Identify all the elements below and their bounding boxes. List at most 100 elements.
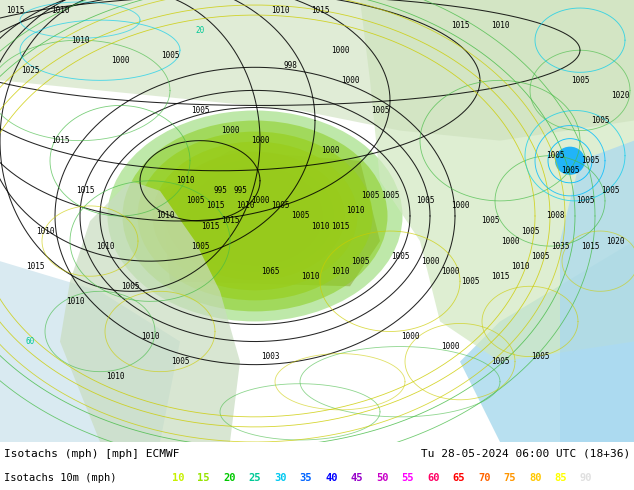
Text: 25: 25 xyxy=(249,473,261,483)
Text: 1005: 1005 xyxy=(491,357,509,366)
Text: 1005: 1005 xyxy=(186,196,204,205)
Text: 1005: 1005 xyxy=(191,242,209,250)
Text: 1010: 1010 xyxy=(141,332,159,341)
Text: 1005: 1005 xyxy=(521,226,540,236)
Text: 1035: 1035 xyxy=(551,242,569,250)
Text: 1005: 1005 xyxy=(191,106,209,115)
Text: 75: 75 xyxy=(503,473,516,483)
Text: 1020: 1020 xyxy=(605,237,624,245)
Text: 1015: 1015 xyxy=(75,186,94,196)
Text: 1015: 1015 xyxy=(491,272,509,281)
Text: 1005: 1005 xyxy=(171,357,190,366)
Text: 1010: 1010 xyxy=(511,262,529,270)
Text: 90: 90 xyxy=(580,473,593,483)
Text: 1065: 1065 xyxy=(261,267,279,276)
Text: Isotachs (mph) [mph] ECMWF: Isotachs (mph) [mph] ECMWF xyxy=(4,449,179,459)
Text: 1015: 1015 xyxy=(51,136,69,145)
Ellipse shape xyxy=(108,111,403,321)
Text: 1015: 1015 xyxy=(331,221,349,230)
Text: 1005: 1005 xyxy=(581,156,599,165)
Text: 1015: 1015 xyxy=(311,5,329,15)
Text: 1010: 1010 xyxy=(106,372,124,381)
Text: 995: 995 xyxy=(233,186,247,196)
Text: 85: 85 xyxy=(555,473,567,483)
Text: 1010: 1010 xyxy=(491,21,509,29)
Text: 1000: 1000 xyxy=(451,201,469,210)
Text: 60: 60 xyxy=(25,337,35,346)
Text: 1000: 1000 xyxy=(111,56,129,65)
Text: 1000: 1000 xyxy=(340,76,359,85)
Text: 1005: 1005 xyxy=(371,106,389,115)
Text: 1010: 1010 xyxy=(236,201,254,210)
Text: 55: 55 xyxy=(401,473,414,483)
Text: 45: 45 xyxy=(351,473,363,483)
Text: 1000: 1000 xyxy=(331,46,349,55)
Text: 65: 65 xyxy=(453,473,465,483)
Text: 1000: 1000 xyxy=(421,257,439,266)
Text: 60: 60 xyxy=(427,473,439,483)
Text: 1010: 1010 xyxy=(331,267,349,276)
Ellipse shape xyxy=(165,152,345,280)
Text: 1005: 1005 xyxy=(271,201,289,210)
Text: 1015: 1015 xyxy=(201,221,219,230)
Text: 1005: 1005 xyxy=(161,51,179,60)
Text: 1005: 1005 xyxy=(576,196,594,205)
Text: 1010: 1010 xyxy=(346,206,365,216)
Text: 1005: 1005 xyxy=(391,252,410,261)
Text: 1010: 1010 xyxy=(301,272,320,281)
Text: 1015: 1015 xyxy=(206,201,224,210)
Text: Isotachs 10m (mph): Isotachs 10m (mph) xyxy=(4,473,117,483)
Text: 1010: 1010 xyxy=(271,5,289,15)
Text: 1010: 1010 xyxy=(156,212,174,220)
Text: 1005: 1005 xyxy=(546,151,564,160)
Text: 1010: 1010 xyxy=(71,36,89,45)
Ellipse shape xyxy=(200,176,310,256)
Polygon shape xyxy=(60,181,240,442)
Text: 50: 50 xyxy=(376,473,389,483)
Text: 1010: 1010 xyxy=(51,5,69,15)
Text: 1005: 1005 xyxy=(560,166,579,175)
Text: 1005: 1005 xyxy=(531,352,549,361)
Text: 1015: 1015 xyxy=(6,5,24,15)
Text: 1010: 1010 xyxy=(176,176,194,185)
Ellipse shape xyxy=(138,132,373,300)
Text: 80: 80 xyxy=(529,473,541,483)
Text: 1005: 1005 xyxy=(591,116,609,125)
Polygon shape xyxy=(0,261,180,442)
Text: 1000: 1000 xyxy=(321,146,339,155)
Text: 1025: 1025 xyxy=(21,66,39,75)
Text: Tu 28-05-2024 06:00 UTC (18+36): Tu 28-05-2024 06:00 UTC (18+36) xyxy=(421,449,630,459)
Text: 1010: 1010 xyxy=(66,297,84,306)
Text: 1000: 1000 xyxy=(441,342,459,351)
Polygon shape xyxy=(160,151,380,286)
Polygon shape xyxy=(0,0,634,141)
Text: 1005: 1005 xyxy=(361,192,379,200)
Text: 20: 20 xyxy=(195,25,205,35)
Ellipse shape xyxy=(122,121,387,312)
Text: 1005: 1005 xyxy=(461,277,479,286)
Text: 35: 35 xyxy=(299,473,312,483)
Text: 40: 40 xyxy=(325,473,337,483)
Text: 10: 10 xyxy=(172,473,184,483)
Text: 998: 998 xyxy=(283,61,297,70)
Text: 1010: 1010 xyxy=(36,226,55,236)
Text: 1000: 1000 xyxy=(401,332,419,341)
Text: 30: 30 xyxy=(274,473,287,483)
Text: 1015: 1015 xyxy=(221,217,239,225)
Text: 1000: 1000 xyxy=(501,237,519,245)
Polygon shape xyxy=(360,0,634,362)
Ellipse shape xyxy=(153,142,358,290)
Text: 1005: 1005 xyxy=(481,217,499,225)
Text: 15: 15 xyxy=(198,473,210,483)
Text: 1020: 1020 xyxy=(611,91,630,100)
Text: 20: 20 xyxy=(223,473,235,483)
Text: 1005: 1005 xyxy=(571,76,589,85)
Text: 1005: 1005 xyxy=(531,252,549,261)
Text: 1005: 1005 xyxy=(381,192,399,200)
Text: 1005: 1005 xyxy=(416,196,434,205)
Text: 1000: 1000 xyxy=(251,196,269,205)
Text: 1005: 1005 xyxy=(351,257,369,266)
Text: 1000: 1000 xyxy=(251,136,269,145)
Text: 70: 70 xyxy=(478,473,491,483)
Text: 1005: 1005 xyxy=(291,212,309,220)
